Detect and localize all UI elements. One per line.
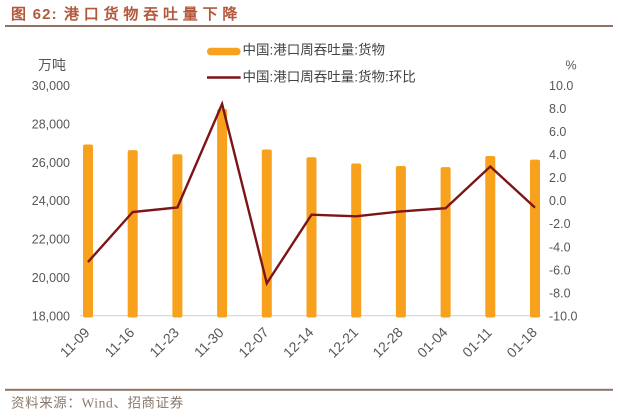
svg-text:图 62:港口货物吞吐量下降: 图 62: 港口货物吞吐量下降	[11, 5, 242, 23]
svg-text:22,000: 22,000	[32, 233, 70, 247]
svg-text:11-09: 11-09	[57, 324, 93, 360]
svg-text:11-30: 11-30	[191, 324, 227, 360]
svg-text:-4.0: -4.0	[549, 240, 571, 254]
svg-text:%: %	[565, 59, 576, 73]
svg-text:-10.0: -10.0	[549, 309, 578, 323]
svg-text:万吨: 万吨	[38, 57, 66, 73]
svg-text:01-04: 01-04	[414, 324, 451, 361]
svg-text:11-23: 11-23	[146, 324, 182, 360]
svg-text:资料来源：Wind、招商证券: 资料来源：Wind、招商证券	[11, 396, 184, 411]
svg-text:2.0: 2.0	[549, 171, 566, 185]
svg-text:4.0: 4.0	[549, 148, 566, 162]
svg-text:0.0: 0.0	[549, 194, 566, 208]
svg-text:10.0: 10.0	[549, 79, 573, 93]
svg-text:01-18: 01-18	[503, 324, 540, 361]
svg-text:12-14: 12-14	[280, 324, 317, 361]
svg-text:-2.0: -2.0	[549, 217, 571, 231]
svg-text:12-21: 12-21	[325, 324, 362, 361]
svg-text:24,000: 24,000	[32, 194, 70, 208]
svg-text:18,000: 18,000	[32, 309, 70, 323]
svg-text:-8.0: -8.0	[549, 286, 571, 300]
svg-text:28,000: 28,000	[32, 117, 70, 131]
svg-text:01-11: 01-11	[459, 324, 495, 360]
svg-text:-6.0: -6.0	[549, 263, 571, 277]
svg-text:8.0: 8.0	[549, 102, 566, 116]
svg-text:12-28: 12-28	[369, 324, 406, 361]
svg-text:中国:港口周吞吐量:货物:环比: 中国:港口周吞吐量:货物:环比	[243, 68, 416, 84]
svg-text:30,000: 30,000	[32, 79, 70, 93]
svg-text:中国:港口周吞吐量:货物: 中国:港口周吞吐量:货物	[243, 42, 386, 58]
svg-text:12-07: 12-07	[235, 324, 272, 361]
svg-text:20,000: 20,000	[32, 271, 70, 285]
svg-text:11-16: 11-16	[101, 324, 137, 360]
svg-text:26,000: 26,000	[32, 156, 70, 170]
svg-text:6.0: 6.0	[549, 125, 566, 139]
